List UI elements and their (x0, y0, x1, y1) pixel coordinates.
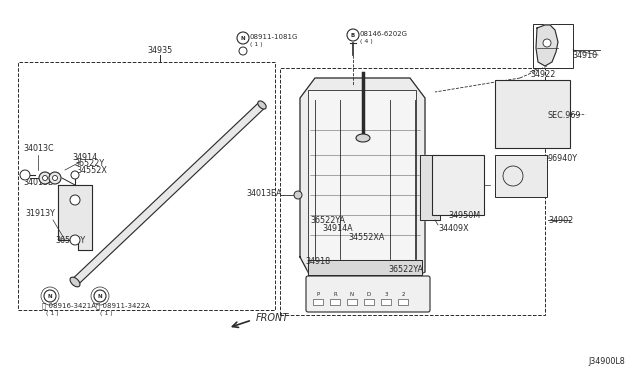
Ellipse shape (70, 277, 80, 287)
Circle shape (42, 176, 47, 180)
Circle shape (70, 235, 80, 245)
Bar (330, 299, 340, 305)
Text: 34914A: 34914A (322, 224, 353, 232)
FancyBboxPatch shape (306, 276, 430, 312)
Text: N: N (241, 35, 245, 41)
Text: B: B (351, 32, 355, 38)
Text: 08911-1081G: 08911-1081G (250, 34, 298, 40)
Bar (381, 299, 391, 305)
Polygon shape (420, 155, 440, 220)
Text: 34013EA: 34013EA (246, 189, 282, 198)
Circle shape (294, 191, 302, 199)
Text: ( 1 ): ( 1 ) (100, 311, 113, 315)
Text: Ⓝ 08916-3421A: Ⓝ 08916-3421A (42, 303, 96, 309)
Text: 96940Y: 96940Y (548, 154, 578, 163)
Circle shape (237, 32, 249, 44)
Bar (364, 299, 374, 305)
Text: N: N (48, 294, 52, 298)
Bar (313, 299, 323, 305)
Text: 08146-6202G: 08146-6202G (360, 31, 408, 37)
Circle shape (70, 195, 80, 205)
Bar (495, 80, 570, 148)
Circle shape (239, 47, 247, 55)
Circle shape (44, 290, 56, 302)
Text: ( 1 ): ( 1 ) (250, 42, 262, 46)
Ellipse shape (258, 101, 266, 109)
Text: 34950M: 34950M (448, 211, 480, 219)
Text: 3: 3 (384, 292, 388, 296)
Circle shape (49, 172, 61, 184)
Text: 36522YA: 36522YA (388, 266, 423, 275)
Text: 34552XA: 34552XA (348, 232, 385, 241)
Text: N: N (350, 292, 354, 296)
Circle shape (347, 29, 359, 41)
Bar (18, 62, 275, 310)
Text: 2: 2 (401, 292, 404, 296)
Text: 34552X: 34552X (76, 166, 107, 174)
Bar (308, 90, 416, 260)
Polygon shape (300, 78, 425, 277)
Circle shape (71, 171, 79, 179)
Text: Ⓝ 08911-3422A: Ⓝ 08911-3422A (96, 303, 150, 309)
Bar (398, 299, 408, 305)
Bar (432, 155, 484, 215)
Bar (347, 299, 357, 305)
Circle shape (52, 176, 58, 180)
Polygon shape (58, 185, 92, 250)
Bar (495, 155, 547, 197)
Text: SEC.969: SEC.969 (548, 110, 582, 119)
Text: N: N (98, 294, 102, 298)
Text: FRONT: FRONT (256, 313, 289, 323)
Text: 34409X: 34409X (438, 224, 468, 232)
Circle shape (39, 172, 51, 184)
Text: P: P (316, 292, 319, 296)
Text: ( 4 ): ( 4 ) (360, 38, 372, 44)
Text: D: D (367, 292, 371, 296)
Text: 34918: 34918 (305, 257, 330, 266)
Text: 36522Y: 36522Y (74, 158, 104, 167)
Text: ( 1 ): ( 1 ) (46, 311, 59, 315)
Bar (533, 24, 573, 68)
Text: 34910: 34910 (573, 51, 598, 60)
Text: 36522YA: 36522YA (310, 215, 345, 224)
Text: 34013C: 34013C (23, 144, 54, 153)
Text: 34013E: 34013E (23, 177, 53, 186)
Circle shape (94, 290, 106, 302)
Circle shape (20, 170, 30, 180)
Text: 34935: 34935 (147, 45, 173, 55)
Text: R: R (333, 292, 337, 296)
Polygon shape (536, 25, 558, 66)
Text: 36522Y: 36522Y (55, 235, 85, 244)
Text: J34900L8: J34900L8 (588, 357, 625, 366)
Circle shape (543, 39, 551, 47)
Polygon shape (308, 260, 422, 275)
Text: 31913Y: 31913Y (25, 208, 55, 218)
Text: 34914: 34914 (72, 153, 97, 161)
Text: 34922: 34922 (530, 70, 556, 78)
Polygon shape (72, 102, 265, 285)
Text: 34902: 34902 (548, 215, 573, 224)
Bar (280, 68, 545, 315)
Ellipse shape (356, 134, 370, 142)
